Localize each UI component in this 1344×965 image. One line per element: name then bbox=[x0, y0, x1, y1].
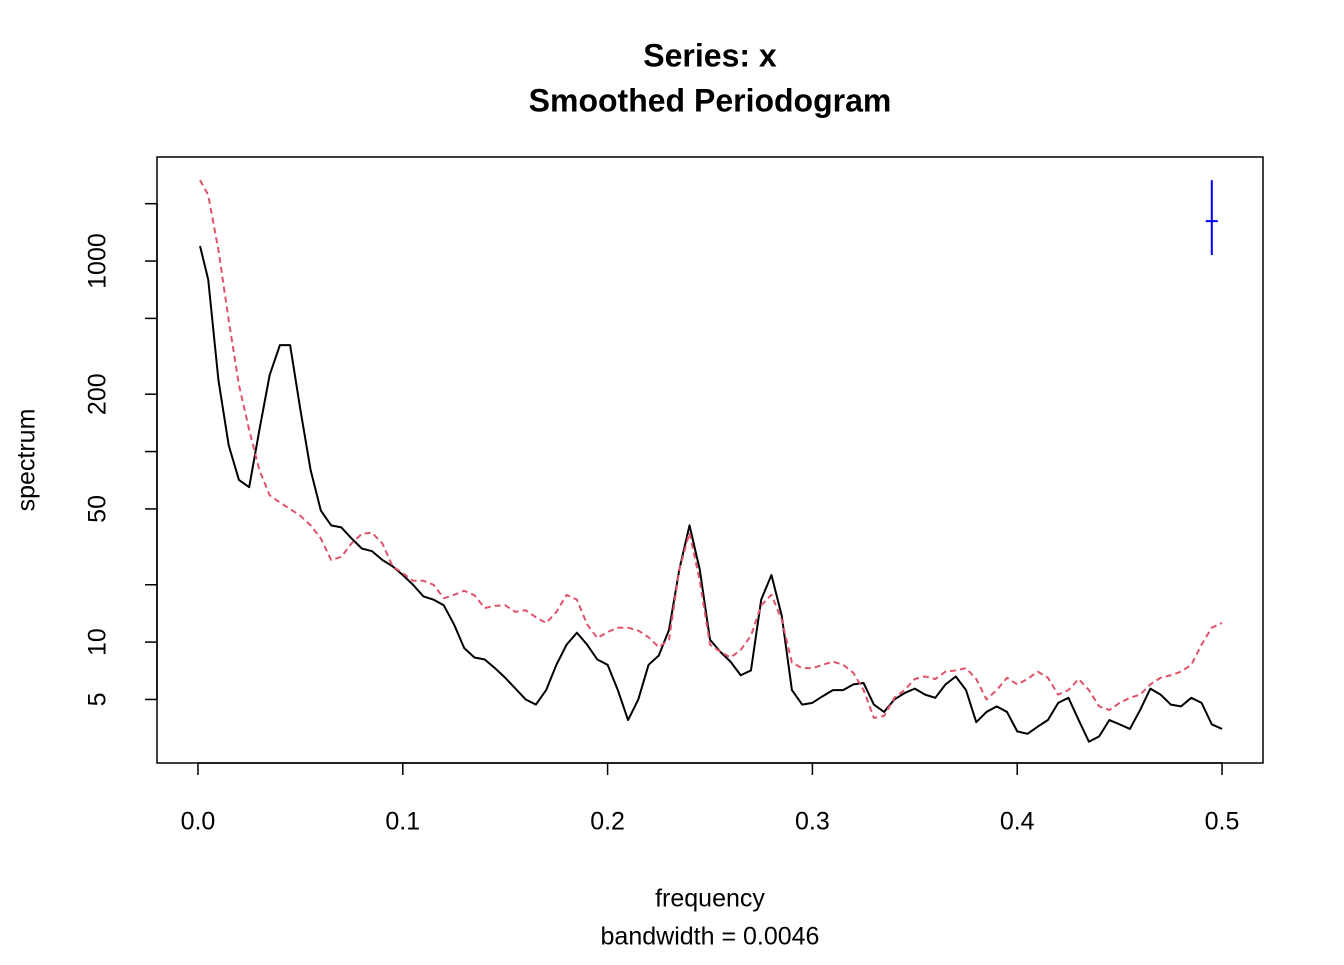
y-tick-label: 5 bbox=[84, 693, 112, 707]
chart-title: Series: x bbox=[643, 37, 777, 73]
y-axis-label: spectrum bbox=[13, 409, 41, 512]
x-tick-label: 0.3 bbox=[795, 808, 830, 836]
y-tick-label: 1000 bbox=[84, 233, 112, 289]
x-axis-label: frequency bbox=[655, 885, 765, 913]
x-tick-label: 0.4 bbox=[1000, 808, 1035, 836]
x-tick-label: 0.5 bbox=[1205, 808, 1240, 836]
x-tick-label: 0.2 bbox=[590, 808, 625, 836]
x-axis-sublabel: bandwidth = 0.0046 bbox=[601, 923, 820, 951]
x-tick-label: 0.1 bbox=[385, 808, 420, 836]
y-tick-label: 50 bbox=[84, 495, 112, 523]
spectrum-line bbox=[199, 179, 1223, 719]
y-tick-label: 200 bbox=[84, 373, 112, 415]
spectrum-line bbox=[199, 245, 1223, 743]
y-tick-label: 10 bbox=[84, 628, 112, 656]
x-tick-label: 0.0 bbox=[181, 808, 216, 836]
plot-frame bbox=[156, 156, 1264, 764]
chart-subtitle: Smoothed Periodogram bbox=[529, 82, 892, 118]
